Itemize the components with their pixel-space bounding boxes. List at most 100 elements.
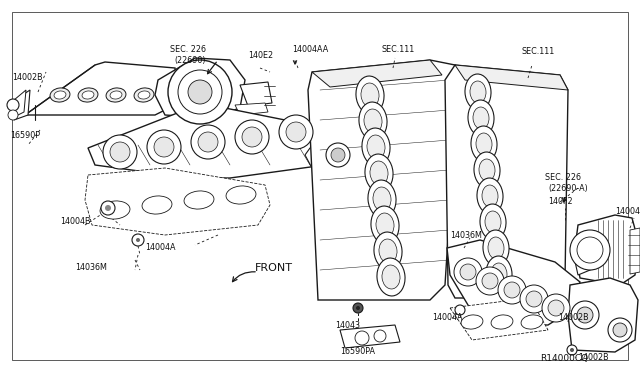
Circle shape (570, 230, 610, 270)
Text: SEC.111: SEC.111 (382, 45, 415, 55)
Polygon shape (240, 82, 272, 106)
Ellipse shape (479, 159, 495, 181)
Circle shape (454, 258, 482, 286)
Ellipse shape (110, 91, 122, 99)
Circle shape (567, 345, 577, 355)
Ellipse shape (521, 315, 543, 329)
Text: 14043: 14043 (335, 321, 360, 330)
Ellipse shape (491, 263, 507, 285)
Circle shape (154, 137, 174, 157)
Circle shape (286, 122, 306, 142)
Text: (22690): (22690) (174, 55, 205, 64)
Ellipse shape (488, 237, 504, 259)
Ellipse shape (379, 239, 397, 263)
Ellipse shape (106, 88, 126, 102)
Polygon shape (305, 132, 360, 175)
Circle shape (242, 127, 262, 147)
Ellipse shape (142, 196, 172, 214)
Text: SEC. 226: SEC. 226 (170, 45, 206, 55)
Circle shape (571, 301, 599, 329)
Ellipse shape (367, 135, 385, 159)
Ellipse shape (486, 256, 512, 292)
Polygon shape (25, 62, 178, 115)
Ellipse shape (138, 91, 150, 99)
Circle shape (191, 125, 225, 159)
Ellipse shape (50, 88, 70, 102)
Ellipse shape (471, 126, 497, 162)
Polygon shape (155, 58, 245, 118)
Circle shape (355, 331, 369, 345)
Ellipse shape (368, 180, 396, 218)
Polygon shape (568, 278, 638, 352)
Text: 14004A: 14004A (432, 314, 463, 323)
Circle shape (353, 303, 363, 313)
Circle shape (455, 305, 465, 315)
Circle shape (235, 120, 269, 154)
Circle shape (101, 201, 115, 215)
Text: 14002B: 14002B (558, 314, 589, 323)
Polygon shape (340, 325, 400, 348)
Text: (22690-A): (22690-A) (548, 183, 588, 192)
Circle shape (476, 267, 504, 295)
Ellipse shape (184, 191, 214, 209)
Ellipse shape (485, 211, 501, 233)
Circle shape (8, 110, 18, 120)
Text: 14004B: 14004B (60, 218, 90, 227)
Circle shape (542, 294, 570, 322)
Text: FRONT: FRONT (255, 263, 293, 273)
Text: 14002B: 14002B (12, 73, 43, 81)
Polygon shape (88, 108, 338, 178)
Ellipse shape (356, 76, 384, 114)
Ellipse shape (474, 152, 500, 188)
Circle shape (577, 237, 603, 263)
Circle shape (577, 307, 593, 323)
Text: 14004AA: 14004AA (292, 45, 328, 55)
Ellipse shape (473, 107, 489, 129)
Ellipse shape (134, 88, 154, 102)
Polygon shape (575, 215, 638, 285)
Circle shape (198, 132, 218, 152)
Text: 140F2: 140F2 (548, 198, 573, 206)
Text: 14036M: 14036M (450, 231, 482, 240)
Circle shape (7, 99, 19, 111)
Circle shape (498, 276, 526, 304)
Ellipse shape (364, 109, 382, 133)
Text: 16590PA: 16590PA (340, 347, 375, 356)
Text: R14000CQ: R14000CQ (540, 353, 588, 362)
Text: SEC.111: SEC.111 (522, 48, 556, 57)
Text: 14004AA: 14004AA (615, 208, 640, 217)
Ellipse shape (382, 265, 400, 289)
Circle shape (608, 318, 632, 342)
Ellipse shape (476, 133, 492, 155)
Polygon shape (308, 60, 458, 300)
Circle shape (279, 115, 313, 149)
Text: 14002B: 14002B (578, 353, 609, 362)
Polygon shape (455, 65, 568, 90)
Ellipse shape (359, 102, 387, 140)
Circle shape (613, 323, 627, 337)
Polygon shape (235, 103, 268, 115)
Circle shape (504, 282, 520, 298)
Circle shape (526, 291, 542, 307)
Circle shape (460, 264, 476, 280)
Ellipse shape (100, 201, 130, 219)
Ellipse shape (362, 128, 390, 166)
Circle shape (374, 330, 386, 342)
Ellipse shape (470, 81, 486, 103)
Polygon shape (447, 240, 580, 325)
Ellipse shape (482, 185, 498, 207)
Polygon shape (445, 65, 568, 298)
Ellipse shape (54, 91, 66, 99)
Ellipse shape (468, 100, 494, 136)
Circle shape (570, 348, 574, 352)
Polygon shape (85, 168, 270, 235)
Circle shape (147, 130, 181, 164)
Ellipse shape (483, 230, 509, 266)
Ellipse shape (465, 74, 491, 110)
Circle shape (178, 70, 222, 114)
Ellipse shape (374, 232, 402, 270)
Text: 14004A: 14004A (145, 244, 175, 253)
Circle shape (482, 273, 498, 289)
Circle shape (326, 143, 350, 167)
Text: 140E2: 140E2 (248, 51, 273, 60)
